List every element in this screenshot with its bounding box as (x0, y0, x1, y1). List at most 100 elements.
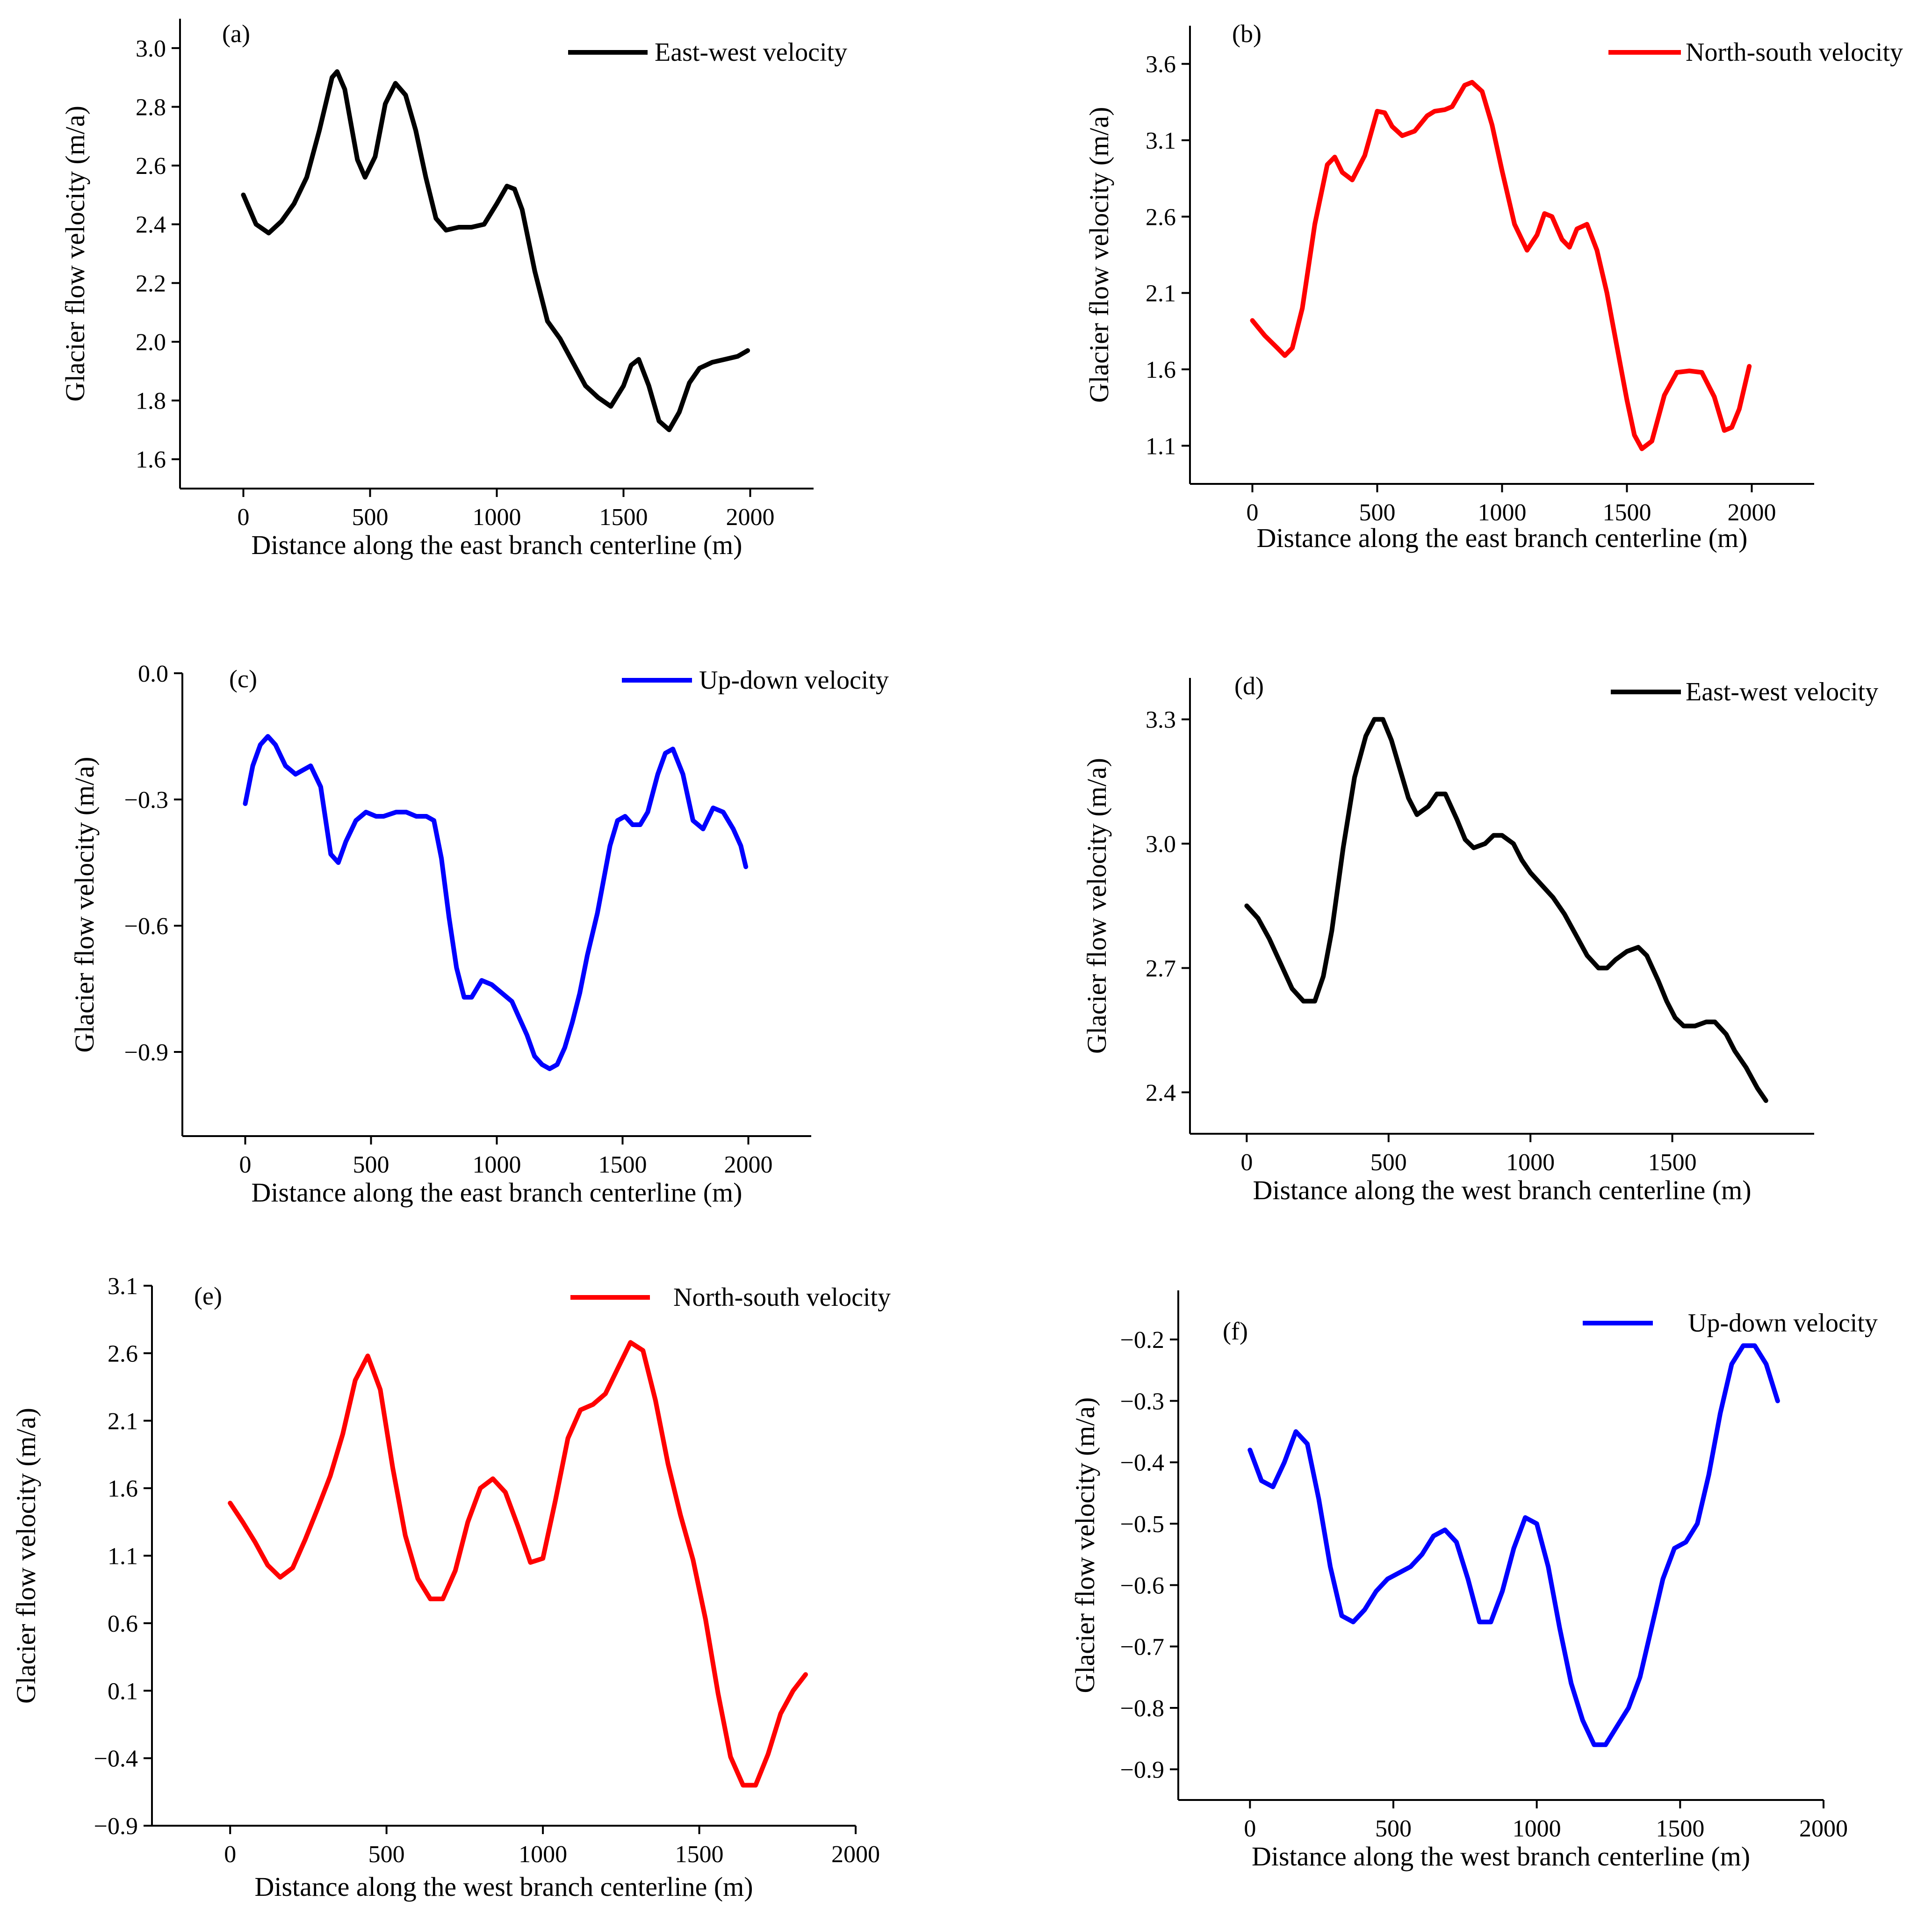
y-tick-label: −0.3 (1120, 1388, 1164, 1415)
y-tick-label: −0.2 (1120, 1327, 1164, 1353)
x-tick-label: 0 (1240, 1149, 1253, 1176)
y-tick-label: 3.0 (136, 36, 166, 62)
x-tick-label: 500 (352, 504, 389, 531)
x-tick-label: 1500 (599, 504, 648, 531)
y-tick-label: −0.5 (1120, 1511, 1164, 1538)
panel-label: (c) (229, 665, 257, 693)
series-line (1250, 79, 1752, 451)
y-tick-label: 2.6 (108, 1340, 138, 1367)
y-tick-label: 2.7 (1146, 955, 1176, 982)
x-tick-label: 0 (224, 1841, 236, 1868)
x-tick-label: 500 (1375, 1815, 1412, 1842)
y-axis-title: Glacier flow velocity (m/a) (60, 106, 90, 402)
series-line (1247, 1343, 1780, 1747)
x-tick-label: 1000 (473, 504, 521, 531)
x-tick-label: 1000 (473, 1152, 521, 1178)
legend-label: Up-down velocity (699, 666, 889, 695)
x-tick-label: 1500 (598, 1152, 647, 1178)
y-tick-label: 3.1 (108, 1273, 138, 1300)
x-tick-label: 0 (238, 504, 250, 531)
y-tick-label: −0.9 (124, 1039, 168, 1066)
series-line (241, 69, 750, 432)
x-tick-label: 500 (1359, 499, 1396, 526)
legend-label: North-south velocity (1686, 38, 1903, 67)
y-tick-label: −0.9 (1120, 1757, 1164, 1783)
panel-label: (a) (222, 20, 250, 48)
y-tick-label: 2.4 (1146, 1080, 1176, 1106)
y-tick-label: −0.6 (1120, 1572, 1164, 1599)
y-axis-title: Glacier flow velocity (m/a) (11, 1408, 41, 1704)
x-tick-label: 2000 (831, 1841, 880, 1868)
y-tick-label: −0.4 (94, 1746, 138, 1772)
x-tick-label: 500 (353, 1152, 389, 1178)
y-tick-label: 1.6 (136, 446, 166, 473)
legend-label: Up-down velocity (1688, 1309, 1878, 1338)
series-line (1244, 717, 1768, 1103)
x-axis-title: Distance along the west branch centerlin… (1252, 1841, 1750, 1872)
y-tick-label: 3.6 (1146, 51, 1176, 78)
x-tick-label: 1000 (1513, 1815, 1561, 1842)
x-axis-title: Distance along the west branch centerlin… (254, 1872, 753, 1902)
y-tick-label: 1.1 (1146, 433, 1176, 460)
chart-panel: 0 500 1000 1500 2000 1.1 1.6 2.1 2.6 3.1 3.6 Distan… (1084, 20, 1903, 553)
y-tick-label: 3.3 (1146, 707, 1176, 734)
y-tick-label: 0.6 (108, 1611, 138, 1637)
y-tick-label: 3.0 (1146, 831, 1176, 858)
x-tick-label: 1000 (1478, 499, 1527, 526)
y-tick-label: −0.8 (1120, 1695, 1164, 1722)
y-tick-label: −0.9 (94, 1813, 138, 1840)
y-tick-label: 0.0 (138, 661, 168, 687)
y-tick-label: −0.6 (124, 913, 168, 940)
x-tick-label: 1500 (1648, 1149, 1697, 1176)
y-tick-label: −0.7 (1120, 1634, 1164, 1661)
legend-label: East-west velocity (655, 38, 847, 67)
legend-label: East-west velocity (1686, 677, 1878, 706)
chart-panel: 0 500 1000 1500 2.4 2.7 3.0 3.3 Distance along t… (1081, 672, 1878, 1205)
y-tick-label: 2.8 (136, 94, 166, 121)
x-tick-label: 0 (239, 1152, 252, 1178)
x-tick-label: 2000 (726, 504, 775, 531)
x-tick-label: 2000 (724, 1152, 773, 1178)
panel-label: (d) (1234, 672, 1264, 700)
y-tick-label: −0.3 (124, 787, 168, 814)
x-tick-label: 1500 (675, 1841, 724, 1868)
y-tick-label: 2.2 (136, 270, 166, 297)
x-axis-title: Distance along the east branch centerlin… (1257, 523, 1748, 553)
y-tick-label: 1.6 (108, 1476, 138, 1502)
y-axis-title: Glacier flow velocity (m/a) (1084, 107, 1114, 403)
y-tick-label: 2.0 (136, 329, 166, 356)
chart-panel: 0 500 1000 1500 2000 1.6 1.8 2.0 2.2 2.4 2.6 2.8 3.0… (60, 19, 847, 560)
y-tick-label: 3.1 (1146, 128, 1176, 154)
y-tick-label: 2.1 (108, 1408, 138, 1435)
series-line (243, 734, 749, 1071)
y-tick-label: 1.8 (136, 388, 166, 415)
y-tick-label: 0.1 (108, 1678, 138, 1705)
y-tick-label: 1.1 (108, 1543, 138, 1570)
x-tick-label: 1500 (1603, 499, 1651, 526)
y-tick-label: 1.6 (1146, 357, 1176, 383)
x-tick-label: 500 (368, 1841, 405, 1868)
x-tick-label: 1000 (1506, 1149, 1555, 1176)
legend-label: North-south velocity (673, 1283, 891, 1312)
y-tick-label: 2.6 (136, 153, 166, 180)
x-axis-title: Distance along the east branch centerlin… (252, 530, 743, 560)
chart-panel: 0 500 1000 1500 2000 −0.9 −0.8 −0.7 −0.6 −0.5 −0.4… (1070, 1290, 1878, 1872)
y-axis-title: Glacier flow velocity (m/a) (1070, 1397, 1100, 1693)
x-tick-label: 0 (1244, 1815, 1256, 1842)
panel-label: (b) (1232, 20, 1262, 48)
x-tick-label: 0 (1247, 499, 1259, 526)
x-tick-label: 1500 (1656, 1815, 1704, 1842)
x-tick-label: 2000 (1728, 499, 1776, 526)
chart-panel: 0 500 1000 1500 2000 −0.9 −0.4 0.1 0.6 1.1 1.6 2.1 2… (11, 1273, 891, 1902)
y-tick-label: 2.6 (1146, 204, 1176, 230)
y-tick-label: 2.1 (1146, 281, 1176, 307)
panel-label: (f) (1223, 1317, 1248, 1345)
chart-panel: 0 500 1000 1500 2000 −0.9 −0.6 −0.3 0.0 Distance … (69, 661, 889, 1208)
y-axis-title: Glacier flow velocity (m/a) (69, 757, 100, 1053)
y-tick-label: 2.4 (136, 212, 166, 238)
x-axis-title: Distance along the east branch centerlin… (252, 1177, 743, 1208)
y-axis-title: Glacier flow velocity (m/a) (1081, 758, 1112, 1054)
x-tick-label: 1000 (519, 1841, 567, 1868)
x-tick-label: 2000 (1799, 1815, 1848, 1842)
